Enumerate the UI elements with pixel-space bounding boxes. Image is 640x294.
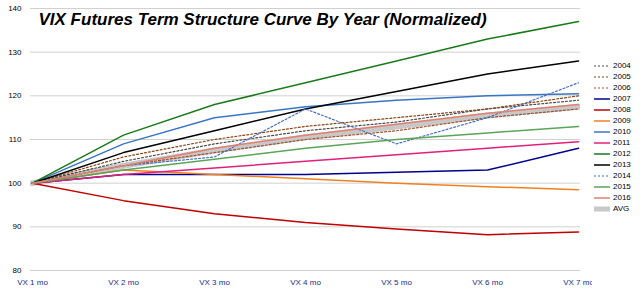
html-text:2016: 2016 <box>613 193 631 202</box>
html-text:2007: 2007 <box>613 94 631 103</box>
svg-text:100: 100 <box>8 179 22 188</box>
html-text:2010: 2010 <box>613 127 631 136</box>
html-text:2014: 2014 <box>613 171 631 180</box>
svg-text:VX 1 mo: VX 1 mo <box>17 278 48 287</box>
html-text:2009: 2009 <box>613 116 631 125</box>
svg-text:VX 5 mo: VX 5 mo <box>381 278 412 287</box>
html-text:2008: 2008 <box>613 105 631 114</box>
html-text:2013: 2013 <box>613 160 631 169</box>
svg-text:VX 4 mo: VX 4 mo <box>290 278 321 287</box>
svg-text:140: 140 <box>8 4 22 13</box>
html-text:2006: 2006 <box>613 83 631 92</box>
html-text:2012: 2012 <box>613 149 631 158</box>
svg-text:130: 130 <box>8 48 22 57</box>
svg-text:VX 3 mo: VX 3 mo <box>199 278 230 287</box>
html-text:2015: 2015 <box>613 182 631 191</box>
svg-text:VIX Futures Term Structure Cur: VIX Futures Term Structure Curve By Year… <box>39 10 487 29</box>
svg-text:80: 80 <box>13 266 22 275</box>
html-text:2005: 2005 <box>613 72 631 81</box>
svg-text:VX 7 mo: VX 7 mo <box>563 278 592 287</box>
html-text:2004: 2004 <box>613 61 631 70</box>
svg-text:120: 120 <box>8 91 22 100</box>
svg-text:VX 6 mo: VX 6 mo <box>472 278 503 287</box>
svg-text:110: 110 <box>9 135 22 144</box>
svg-text:VX 2 mo: VX 2 mo <box>108 278 139 287</box>
svg-text:90: 90 <box>13 222 22 231</box>
html-text:2011: 2011 <box>613 138 631 147</box>
html-text:AVG: AVG <box>613 204 630 213</box>
